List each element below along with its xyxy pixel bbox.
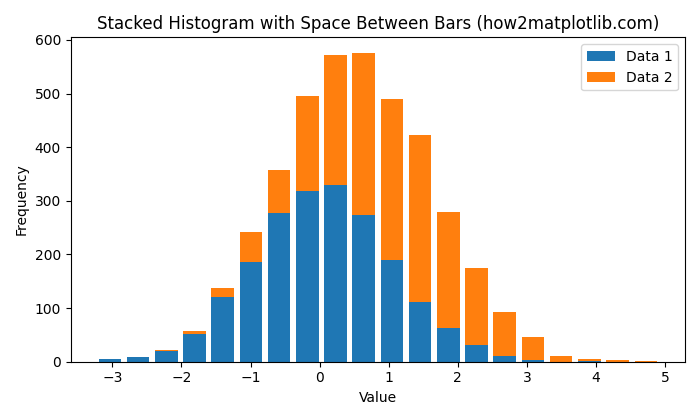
Bar xyxy=(522,360,544,362)
Bar xyxy=(211,297,234,362)
Bar xyxy=(466,268,488,345)
Bar xyxy=(324,55,346,185)
Bar xyxy=(352,215,375,362)
Bar xyxy=(522,337,544,360)
Bar xyxy=(239,232,262,262)
Bar xyxy=(494,312,516,356)
Legend: Data 1, Data 2: Data 1, Data 2 xyxy=(581,44,678,90)
Bar xyxy=(155,350,178,351)
Bar xyxy=(634,361,657,362)
Bar xyxy=(99,359,121,362)
Bar xyxy=(437,212,460,328)
Bar xyxy=(211,288,234,297)
Bar xyxy=(606,360,629,362)
Title: Stacked Histogram with Space Between Bars (how2matplotlib.com): Stacked Histogram with Space Between Bar… xyxy=(97,15,659,33)
Bar xyxy=(550,356,573,362)
Bar xyxy=(268,213,290,362)
Bar xyxy=(127,357,149,362)
Bar xyxy=(296,191,318,362)
Bar xyxy=(466,345,488,362)
Bar xyxy=(155,351,178,362)
Bar xyxy=(409,135,431,302)
Bar xyxy=(296,96,318,191)
Bar xyxy=(381,99,403,260)
Bar xyxy=(494,356,516,362)
Bar xyxy=(578,359,601,361)
Bar xyxy=(183,331,206,334)
Bar xyxy=(437,328,460,362)
Bar xyxy=(381,260,403,362)
Bar xyxy=(409,302,431,362)
Bar xyxy=(183,334,206,362)
Bar xyxy=(324,185,346,362)
Bar xyxy=(578,361,601,362)
X-axis label: Value: Value xyxy=(359,391,397,405)
Bar xyxy=(268,170,290,213)
Bar xyxy=(352,53,375,215)
Bar xyxy=(239,262,262,362)
Y-axis label: Frequency: Frequency xyxy=(15,164,29,235)
